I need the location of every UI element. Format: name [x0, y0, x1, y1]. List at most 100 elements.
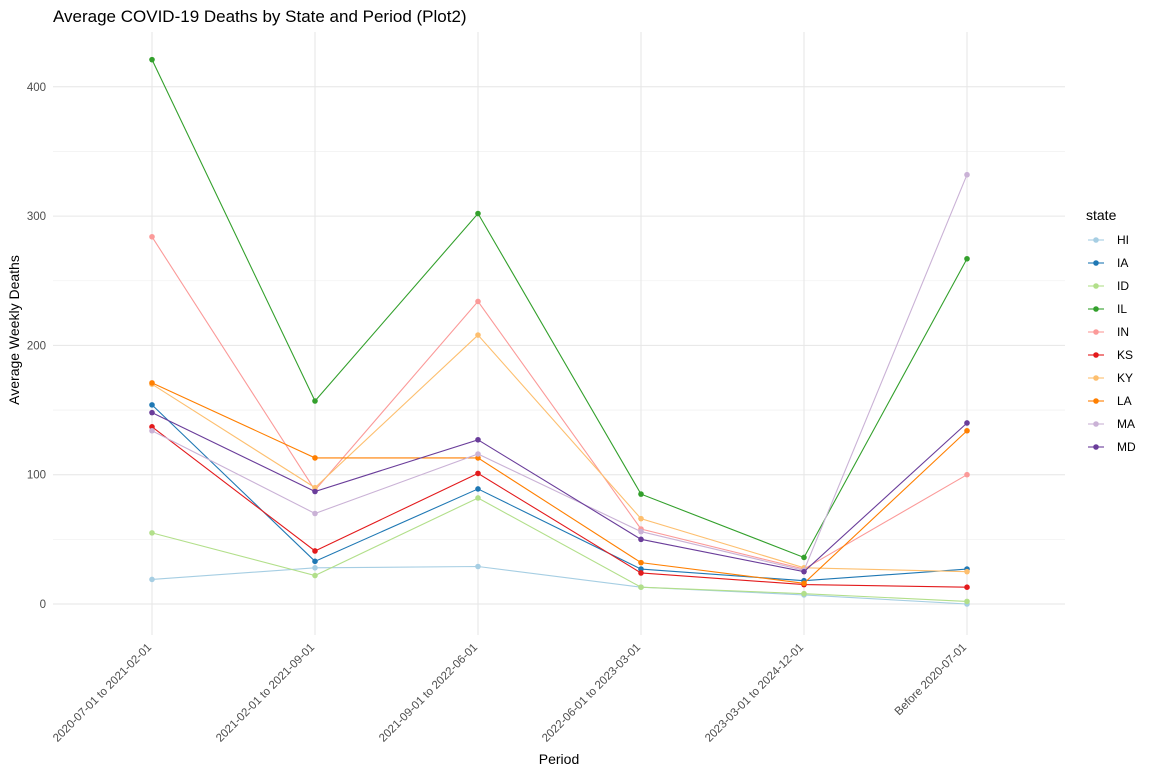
legend-title: state: [1086, 207, 1117, 223]
series-ky: [149, 332, 970, 575]
x-axis-ticks: 2020-07-01 to 2021-02-01 2021-02-01 to 20…: [51, 642, 969, 745]
series-line: [151, 404, 968, 582]
series-md: [149, 409, 970, 575]
legend-key-point: [1093, 375, 1099, 381]
data-point: [149, 380, 155, 386]
legend-label: HI: [1117, 233, 1129, 247]
data-point: [149, 402, 155, 408]
data-point: [312, 558, 318, 565]
legend-key-point: [1093, 329, 1099, 335]
legend-label: LA: [1117, 394, 1132, 408]
data-point: [312, 398, 318, 404]
legend-item-il: IL: [1088, 302, 1127, 316]
data-point: [475, 436, 481, 443]
series-line: [151, 236, 968, 570]
data-point: [312, 510, 318, 517]
legend-label: MD: [1117, 440, 1136, 454]
y-axis-ticks: 0 100 200 300 400: [27, 82, 46, 611]
data-point: [312, 484, 318, 491]
legend-item-hi: HI: [1088, 233, 1129, 247]
legend-item-ky: KY: [1088, 371, 1133, 385]
legend-item-la: LA: [1088, 394, 1132, 408]
legend-label: MA: [1117, 417, 1135, 431]
x-tick-label: 2022-06-01 to 2023-03-01: [540, 642, 643, 745]
chart-title: Average COVID-19 Deaths by State and Per…: [53, 7, 467, 26]
series-line: [151, 497, 968, 602]
data-point: [312, 488, 318, 495]
series-line: [151, 412, 968, 573]
data-point: [964, 255, 970, 262]
data-point: [638, 491, 644, 497]
data-point: [475, 486, 481, 492]
data-point: [801, 580, 807, 587]
data-point: [312, 564, 318, 571]
legend-key-point: [1093, 352, 1099, 358]
data-point: [964, 471, 970, 478]
legend-key-point: [1093, 421, 1099, 427]
series-line: [151, 426, 968, 588]
y-tick-label: 400: [27, 82, 46, 94]
series-line: [151, 334, 968, 573]
grid: [53, 32, 1065, 635]
data-point: [638, 536, 644, 543]
legend-item-in: IN: [1088, 325, 1129, 339]
x-tick-label: 2023-03-01 to 2024-12-01: [703, 642, 806, 745]
data-point: [312, 548, 318, 554]
legend-key-point: [1093, 444, 1099, 450]
data-point: [964, 598, 970, 605]
data-point: [149, 424, 155, 430]
legend-label: ID: [1117, 279, 1129, 293]
data-point: [475, 455, 481, 461]
data-point: [149, 427, 155, 434]
legend-item-id: ID: [1088, 279, 1129, 293]
data-point: [475, 451, 481, 457]
data-point: [475, 210, 481, 217]
data-point: [964, 171, 970, 178]
legend-item-ks: KS: [1088, 348, 1133, 362]
legend-item-ia: IA: [1088, 256, 1128, 270]
data-point: [801, 590, 807, 597]
data-point: [638, 559, 644, 566]
data-point: [964, 584, 970, 590]
y-tick-label: 200: [27, 340, 46, 352]
data-point: [964, 568, 970, 575]
data-point: [312, 572, 318, 579]
y-axis-title: Average Weekly Deaths: [6, 255, 22, 405]
series-line: [151, 382, 968, 584]
data-point: [964, 427, 970, 434]
data-point: [638, 570, 644, 576]
y-tick-label: 0: [40, 599, 46, 611]
legend-key-point: [1093, 306, 1099, 312]
legend-label: KY: [1117, 371, 1133, 385]
data-point: [638, 515, 644, 522]
series-ks: [149, 424, 970, 590]
y-tick-label: 100: [27, 470, 46, 482]
legend-label: KS: [1117, 348, 1133, 362]
series-in: [149, 233, 970, 572]
data-point: [475, 470, 481, 477]
data-point: [638, 584, 644, 590]
x-tick-label: 2021-02-01 to 2021-09-01: [214, 642, 317, 745]
data-point: [149, 409, 155, 416]
series-ma: [149, 171, 970, 574]
series-line: [151, 174, 968, 572]
data-point: [149, 56, 155, 63]
legend-item-ma: MA: [1088, 417, 1135, 431]
data-point: [964, 420, 970, 426]
series-la: [149, 380, 970, 587]
legend-key-point: [1093, 283, 1099, 289]
y-tick-label: 300: [27, 211, 46, 223]
data-point: [149, 530, 155, 536]
series-line: [151, 565, 968, 605]
data-point: [475, 495, 481, 501]
data-point: [801, 554, 807, 561]
data-point: [149, 233, 155, 240]
series-il: [149, 56, 970, 561]
x-tick-label: 2021-09-01 to 2022-06-01: [377, 642, 480, 745]
legend-label: IA: [1117, 256, 1128, 270]
data-point: [638, 566, 644, 572]
series-line: [151, 59, 968, 559]
legend-key-point: [1093, 237, 1099, 243]
x-tick-label: Before 2020-07-01: [893, 642, 969, 718]
